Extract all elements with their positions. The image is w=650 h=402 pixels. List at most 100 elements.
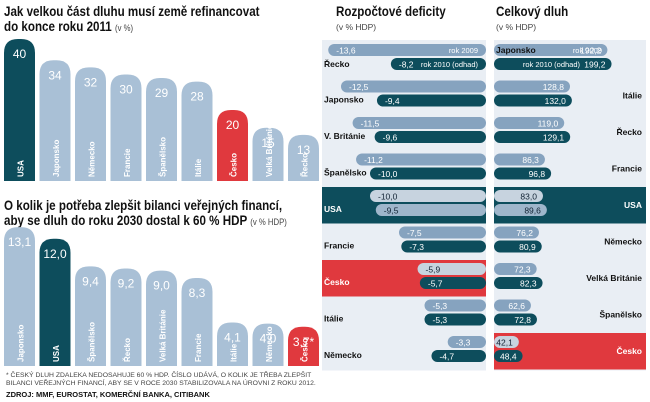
chart2-category-label: Velká Británie (159, 309, 168, 362)
panel2-bar-2009-italie (494, 80, 570, 93)
panel1-category-label: Francie (324, 241, 355, 251)
panel2-bar-2010-italie (494, 94, 572, 107)
chart1-unit: (v %) (115, 23, 134, 33)
panel2-value-2009: 72,3 (514, 265, 531, 275)
chart1-value-label: 20 (226, 118, 240, 132)
panel2-value-2010: 48,4 (500, 352, 517, 362)
chart1-value-label: 32 (84, 75, 98, 89)
panel2-value-2010: 199,2 (584, 60, 606, 70)
chart1-category-label: Francie (123, 148, 132, 177)
panel2-value-2009: 128,8 (543, 82, 565, 92)
panel1-value-2009: -12,5 (349, 82, 369, 92)
panel2-category-label: USA (624, 200, 642, 210)
panel2-bar-2009-spanelsko (494, 299, 531, 312)
chart2-bar-cesko (288, 326, 319, 366)
chart2-category-label: Španělsko (88, 322, 97, 362)
chart1-category-label: Itálie (194, 158, 203, 177)
panel1-category-label: Česko (324, 276, 350, 287)
panel2-value-2010: 96,8 (529, 169, 546, 179)
chart1-title-line2-wrap: do konce roku 2011 (v %) (4, 19, 260, 36)
panel1-value-2010: -4,7 (439, 352, 454, 362)
chart1-category-label: Japonsko (52, 140, 61, 177)
panel1-bar-2010-cesko (419, 277, 486, 289)
panel1-bar-2009-francie (399, 226, 486, 239)
chart2-bar-italie (217, 322, 248, 366)
chart1-value-label: 29 (155, 86, 169, 100)
chart1-bar-spanelsko (146, 78, 177, 181)
panel1-value-2010: -5,7 (428, 279, 443, 289)
panel2-bar-2009-japonsko (494, 44, 608, 56)
panel1-bar-2009-cesko (417, 263, 486, 275)
chart2-value-label: 9,0 (153, 279, 170, 293)
panel2-category-label: Česko (616, 345, 642, 356)
panel2-value-2010: 129,1 (543, 133, 565, 143)
panel2-category-label: Itálie (623, 91, 643, 101)
chart2-bar-japonsko (4, 227, 35, 366)
panel2-bar-2009-cesko (494, 336, 519, 348)
panel2-category-label: Velká Británie (586, 273, 642, 283)
panel2-value-2009: 192,2 (580, 46, 602, 56)
panel2-unit: (v % HDP) (496, 22, 537, 32)
chart2-bar-francie (181, 278, 213, 366)
chart1-bar-velka-britanie (252, 127, 284, 181)
footnote-line1: * ČESKÝ DLUH ZDALEKA NEDOSAHUJE 60 % HDP… (6, 372, 312, 379)
panel2-category-label: Francie (612, 164, 643, 174)
chart1-value-label: 34 (48, 68, 62, 82)
panel1-bar-2009-italie (424, 299, 486, 312)
panel2-value-2010: 82,3 (520, 279, 537, 289)
chart2-bar-nemecko (252, 323, 284, 366)
panel2-legend-2010: rok 2010 (odhad) (523, 60, 581, 69)
chart1-bar-nemecko (75, 67, 106, 181)
panel2-value-2009: 42,1 (496, 338, 513, 348)
chart2-value-label: 3,7* (293, 335, 315, 349)
chart1-bars: 40 USA 34 Japonsko 32 Německo 30 Francie 29 Španě… (4, 39, 319, 181)
panel2-value-2009: 86,3 (522, 155, 539, 165)
chart1-category-label: Česko (230, 153, 239, 177)
chart1-bar-japonsko (39, 60, 71, 181)
panel1-category-label: USA (324, 204, 342, 214)
chart2-title: O kolik je potřeba zlepšit bilanci veřej… (4, 198, 287, 230)
panel2-bar-2010-usa (494, 204, 547, 216)
chart1-category-label: Španělsko (159, 137, 168, 177)
panel2-bar-2010-japonsko (494, 58, 612, 70)
chart1-value-label: 15 (261, 136, 275, 150)
panel1-bar-2010-spanelsko (370, 167, 486, 180)
chart1-title-line2: do konce roku 2011 (4, 19, 112, 34)
panel2-category-label: Japonsko (496, 45, 536, 55)
panel2-bar-2009-recko (494, 117, 565, 129)
panel2-bar-2010-nemecko (494, 240, 542, 253)
panel2-value-2010: 72,8 (514, 315, 531, 325)
panel2-value-2009: 76,2 (516, 228, 533, 238)
chart2-title-line2: aby se dluh do roku 2030 dostal k 60 % H… (4, 213, 248, 228)
chart2-category-label: Řecko (123, 338, 132, 362)
panel1-value-2009: -10,0 (378, 192, 398, 202)
panel2-bar-2010-velka-britanie (494, 277, 543, 289)
panel1-value-2010: -10,0 (378, 169, 398, 179)
panel1-value-2010: -7,3 (409, 242, 424, 252)
chart1-value-label: 13 (297, 143, 311, 157)
panel1-bar-2009-japonsko (341, 80, 486, 93)
panel1-bar-2009-recko (328, 44, 486, 56)
panel2-value-2009: 83,0 (520, 192, 537, 202)
panel2-value-2009: 119,0 (538, 119, 559, 129)
panel1-legend-2010: rok 2010 (odhad) (421, 60, 479, 69)
chart2-value-label: 13,1 (8, 235, 32, 249)
chart1-bar-italie (181, 81, 213, 181)
chart2-category-label: Česko (301, 338, 310, 362)
panel2-bar-2009-usa (494, 190, 543, 202)
chart1-category-label: Velká Británie (265, 124, 274, 177)
chart2-category-label: Francie (194, 333, 203, 362)
chart1-bar-recko (288, 134, 319, 181)
panel2-category-label: Řecko (616, 126, 642, 137)
footnote-line2: BILANCI VEŘEJNÝCH FINANCÍ, ABY SE V ROCE… (6, 380, 316, 387)
panel1-value-2009: -5,3 (433, 301, 448, 311)
chart2-title-line1: O kolik je potřeba zlepšit bilanci veřej… (4, 198, 283, 213)
panel1-value-2009: -11,5 (361, 119, 380, 129)
panel1-bar-2009-v-britanie (352, 117, 486, 129)
chart2-category-label: Německo (265, 326, 274, 362)
chart1-value-label: 28 (190, 90, 204, 104)
panel1-bar-2010-nemecko (431, 350, 486, 362)
chart1-bar-usa (4, 39, 35, 181)
panel1-chart: -13,6 -8,2 Řecko rok 2009 rok 2010 (odhad) -1… (322, 40, 486, 371)
